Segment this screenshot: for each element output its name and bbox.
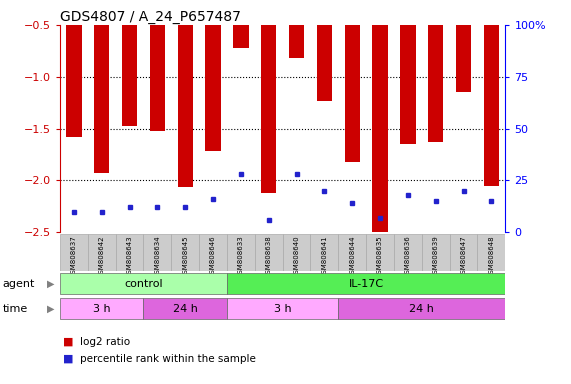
Bar [66, 25, 82, 137]
Bar [283, 234, 311, 271]
Text: GSM808648: GSM808648 [488, 236, 494, 278]
Text: ■: ■ [63, 337, 73, 347]
Text: agent: agent [3, 279, 35, 289]
Text: control: control [124, 279, 163, 289]
Bar [233, 25, 248, 48]
Bar [150, 25, 165, 131]
Bar [428, 25, 444, 142]
Bar [338, 298, 505, 319]
Text: ■: ■ [63, 354, 73, 364]
Text: GSM808646: GSM808646 [210, 236, 216, 278]
Bar [143, 298, 227, 319]
Text: GSM808638: GSM808638 [266, 236, 272, 278]
Bar [227, 298, 338, 319]
Bar [122, 25, 137, 126]
Text: GSM808635: GSM808635 [377, 236, 383, 278]
Bar [484, 25, 499, 185]
Bar [311, 234, 338, 271]
Text: GSM808643: GSM808643 [127, 236, 132, 278]
Text: GSM808647: GSM808647 [461, 236, 467, 278]
Bar [227, 234, 255, 271]
Bar [261, 25, 276, 193]
Bar [400, 25, 416, 144]
Text: ▶: ▶ [47, 304, 55, 314]
Text: 24 h: 24 h [173, 304, 198, 314]
Bar [289, 25, 304, 58]
Bar [456, 25, 471, 92]
Bar [422, 234, 450, 271]
Bar [227, 273, 505, 295]
Bar [178, 25, 193, 187]
Bar [338, 234, 366, 271]
Bar [94, 25, 110, 173]
Text: GSM808634: GSM808634 [154, 236, 160, 278]
Text: GSM808636: GSM808636 [405, 236, 411, 278]
Bar [88, 234, 115, 271]
Bar [477, 234, 505, 271]
Text: GSM808645: GSM808645 [182, 236, 188, 278]
Bar [60, 298, 143, 319]
Bar [255, 234, 283, 271]
Bar [450, 234, 477, 271]
Text: GSM808642: GSM808642 [99, 236, 104, 278]
Text: log2 ratio: log2 ratio [80, 337, 130, 347]
Text: GSM808637: GSM808637 [71, 236, 77, 278]
Bar [372, 25, 388, 234]
Bar [394, 234, 422, 271]
Bar [206, 25, 221, 151]
Bar [366, 234, 394, 271]
Text: ▶: ▶ [47, 279, 55, 289]
Text: 3 h: 3 h [93, 304, 111, 314]
Bar [60, 234, 88, 271]
Text: percentile rank within the sample: percentile rank within the sample [80, 354, 256, 364]
Bar [317, 25, 332, 101]
Bar [60, 273, 227, 295]
Text: 3 h: 3 h [274, 304, 291, 314]
Text: GSM808639: GSM808639 [433, 236, 439, 278]
Bar [115, 234, 143, 271]
Bar [171, 234, 199, 271]
Bar [199, 234, 227, 271]
Text: GSM808640: GSM808640 [293, 236, 300, 278]
Bar [143, 234, 171, 271]
Bar [344, 25, 360, 162]
Text: time: time [3, 304, 28, 314]
Text: GDS4807 / A_24_P657487: GDS4807 / A_24_P657487 [60, 10, 241, 24]
Text: 24 h: 24 h [409, 304, 435, 314]
Text: IL-17C: IL-17C [348, 279, 384, 289]
Text: GSM808644: GSM808644 [349, 236, 355, 278]
Text: GSM808633: GSM808633 [238, 236, 244, 278]
Text: GSM808641: GSM808641 [321, 236, 327, 278]
